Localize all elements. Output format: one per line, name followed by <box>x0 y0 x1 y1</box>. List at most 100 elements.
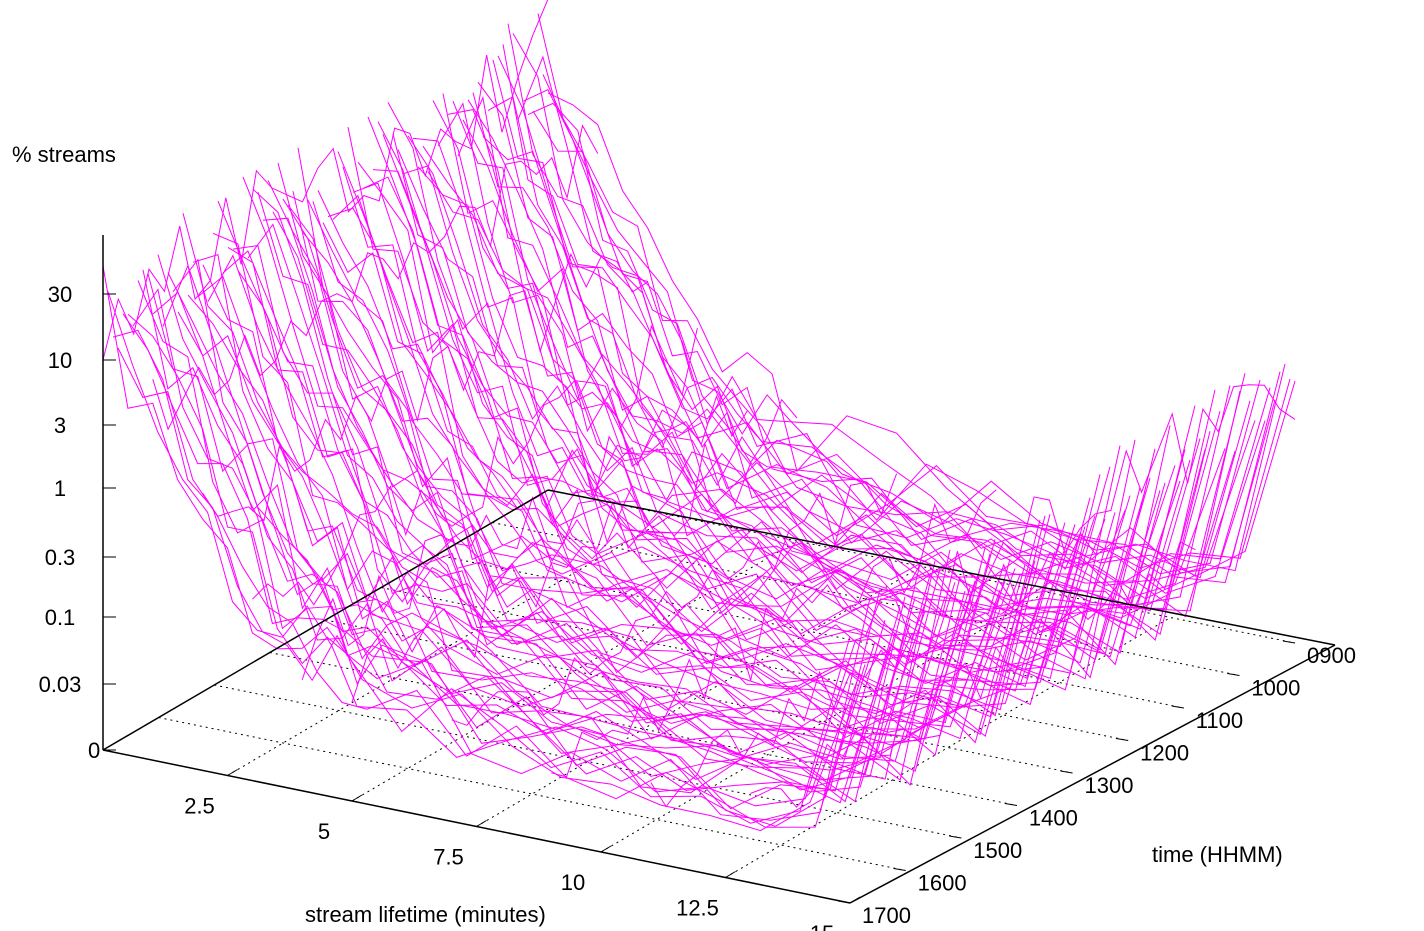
surface-line <box>462 119 1211 636</box>
z-tick-label: 1 <box>54 476 66 501</box>
y-tick-label: 1300 <box>1085 773 1134 798</box>
surface-line <box>537 13 1286 572</box>
surface-line <box>447 109 1196 607</box>
surface-line <box>207 254 956 764</box>
grid-line-x <box>476 566 922 827</box>
surface-line <box>272 211 1021 729</box>
surface-crossline <box>152 124 599 431</box>
surface-line <box>282 198 1031 735</box>
surface-line <box>307 199 1056 708</box>
surface-line <box>512 33 1261 575</box>
surface-crossline <box>202 252 648 522</box>
surface-line <box>137 280 886 792</box>
surface-line <box>542 74 1291 569</box>
y-tick-label: 0900 <box>1307 643 1356 668</box>
y-tick <box>893 868 906 871</box>
surface-line <box>377 121 1126 661</box>
surface-line <box>202 264 951 781</box>
surface-line <box>132 288 881 810</box>
z-tick-label: 0.1 <box>45 605 76 630</box>
x-tick-label: 12.5 <box>676 896 719 921</box>
surface-line <box>367 116 1116 691</box>
y-tick-label: 1500 <box>973 838 1022 863</box>
x-tick <box>476 820 487 827</box>
grid-lines <box>102 489 1296 904</box>
surface-line <box>397 149 1146 661</box>
surface-line <box>467 99 1216 616</box>
surface-crossline <box>351 398 798 703</box>
x-tick <box>227 769 238 776</box>
y-tick <box>1227 673 1240 676</box>
surface-mesh <box>102 0 1296 832</box>
grid-line-y <box>436 554 1184 709</box>
grid-line-x <box>725 617 1171 878</box>
z-tick-label: 3 <box>54 413 66 438</box>
surface-line <box>502 44 1251 579</box>
y-tick <box>1060 770 1073 774</box>
y-tick <box>837 900 851 904</box>
surface-line <box>317 190 1066 692</box>
y-tick-label: 1400 <box>1029 806 1078 831</box>
surface-line <box>277 162 1026 744</box>
surface-line <box>507 23 1256 586</box>
surface-line <box>337 151 1086 691</box>
surface-crossline <box>102 0 549 361</box>
z-tick-label: 0 <box>88 738 100 763</box>
surface-line <box>232 245 981 755</box>
surface-line <box>332 194 1081 706</box>
surface-line <box>382 134 1131 664</box>
y-tick <box>1282 640 1296 644</box>
x-tick-label: 10 <box>561 870 585 895</box>
surface-line <box>127 313 876 827</box>
surface-line <box>122 313 871 821</box>
y-axis <box>849 644 1336 904</box>
surface-line <box>412 137 1161 658</box>
surface-crossline <box>551 489 997 778</box>
surface-line <box>427 171 1176 624</box>
grid-line-y <box>547 489 1296 644</box>
z-tick-label: 0.03 <box>39 672 82 697</box>
grid-line-x <box>227 515 673 776</box>
surface-line <box>182 213 931 771</box>
x-tick <box>351 794 363 802</box>
z-axis-title: % streams <box>12 142 116 167</box>
y-tick <box>1171 705 1184 709</box>
surface-line <box>492 59 1241 612</box>
grid-line-y <box>158 717 906 871</box>
back-y-edge <box>102 489 549 751</box>
y-tick-label: 1200 <box>1140 741 1189 766</box>
surface-line <box>212 232 961 786</box>
z-tick-label: 30 <box>48 282 72 307</box>
surface-crossline <box>301 394 748 681</box>
x-axis-title: stream lifetime (minutes) <box>305 902 546 927</box>
grid-line-y <box>269 652 1017 806</box>
surface-line <box>172 258 921 781</box>
x-tick-label: 7.5 <box>433 845 464 870</box>
y-tick <box>1116 738 1129 741</box>
surface-line <box>242 176 991 746</box>
surface-line <box>237 270 986 756</box>
surface-line <box>422 145 1171 654</box>
x-tick-label: 5 <box>318 819 330 844</box>
surface-crossline <box>252 324 698 606</box>
grid-line-y <box>492 522 1240 676</box>
y-tick-label: 1700 <box>862 903 911 928</box>
surface-line <box>152 291 901 791</box>
surface-line <box>117 347 866 828</box>
surface-line <box>322 222 1071 686</box>
surface-line <box>227 246 976 759</box>
surface-line <box>362 176 1111 664</box>
surface-line <box>532 110 1281 574</box>
grid-line-y <box>325 619 1073 774</box>
surface-line <box>442 93 1191 633</box>
surface-line <box>247 223 996 739</box>
surface-line <box>497 55 1246 600</box>
surface-line <box>482 136 1231 607</box>
y-tick-label: 1000 <box>1251 676 1300 701</box>
z-tick-label: 0.3 <box>45 545 76 570</box>
grid-line-x <box>600 591 1047 853</box>
z-tick-label: 10 <box>48 348 72 373</box>
y-axis-title: time (HHMM) <box>1152 842 1283 867</box>
surface-line <box>142 269 891 804</box>
x-tick-label: 15 <box>810 921 834 931</box>
